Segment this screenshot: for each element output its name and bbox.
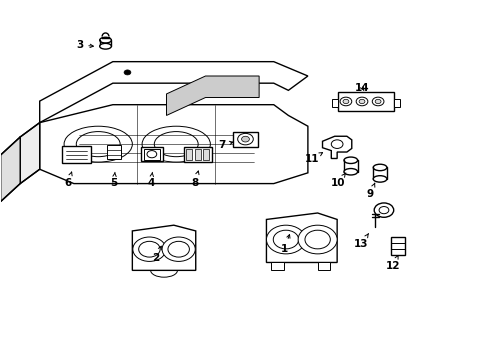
Text: 14: 14 xyxy=(354,83,369,93)
Circle shape xyxy=(124,70,131,75)
Bar xyxy=(390,237,404,255)
Polygon shape xyxy=(266,213,336,262)
Circle shape xyxy=(139,241,160,257)
Bar xyxy=(337,92,393,111)
Text: 1: 1 xyxy=(280,235,289,254)
Circle shape xyxy=(330,140,342,148)
Polygon shape xyxy=(132,225,195,270)
Circle shape xyxy=(266,225,305,254)
Bar xyxy=(331,99,337,107)
Text: 5: 5 xyxy=(110,172,117,188)
Circle shape xyxy=(342,99,348,104)
Text: 6: 6 xyxy=(64,172,72,188)
Bar xyxy=(143,149,160,159)
Text: 12: 12 xyxy=(385,256,399,271)
Ellipse shape xyxy=(372,164,386,171)
Bar xyxy=(61,145,91,163)
Bar xyxy=(194,149,200,160)
Text: 7: 7 xyxy=(218,140,232,150)
Circle shape xyxy=(167,241,189,257)
Text: 10: 10 xyxy=(330,173,345,188)
Text: 9: 9 xyxy=(366,183,374,199)
Ellipse shape xyxy=(100,43,111,49)
Text: 8: 8 xyxy=(191,171,199,188)
Bar xyxy=(107,145,121,159)
Polygon shape xyxy=(0,137,20,202)
Polygon shape xyxy=(40,62,307,123)
Bar xyxy=(393,99,399,107)
Circle shape xyxy=(373,203,393,217)
Circle shape xyxy=(355,97,367,106)
Circle shape xyxy=(371,97,383,106)
Text: 13: 13 xyxy=(353,234,368,249)
Circle shape xyxy=(298,225,336,254)
Bar xyxy=(271,262,283,270)
Polygon shape xyxy=(40,105,307,184)
Circle shape xyxy=(162,237,195,261)
Ellipse shape xyxy=(343,157,357,163)
Circle shape xyxy=(339,97,351,106)
Circle shape xyxy=(374,99,380,104)
Polygon shape xyxy=(322,136,351,158)
Bar xyxy=(317,262,329,270)
Ellipse shape xyxy=(343,168,357,175)
Text: 3: 3 xyxy=(76,40,93,50)
Bar xyxy=(141,147,162,161)
Circle shape xyxy=(273,230,298,249)
Circle shape xyxy=(378,207,388,214)
Text: 2: 2 xyxy=(151,246,161,263)
Polygon shape xyxy=(166,76,259,116)
Bar xyxy=(203,149,208,160)
Bar xyxy=(186,149,192,160)
Circle shape xyxy=(237,134,253,145)
Ellipse shape xyxy=(372,176,386,182)
Text: 11: 11 xyxy=(304,153,322,164)
Circle shape xyxy=(241,136,249,142)
Circle shape xyxy=(147,150,157,158)
Circle shape xyxy=(358,99,364,104)
Polygon shape xyxy=(20,123,40,184)
Bar xyxy=(183,147,211,162)
Circle shape xyxy=(305,230,330,249)
Circle shape xyxy=(133,237,165,261)
Text: 4: 4 xyxy=(147,172,154,188)
Bar xyxy=(232,132,258,147)
